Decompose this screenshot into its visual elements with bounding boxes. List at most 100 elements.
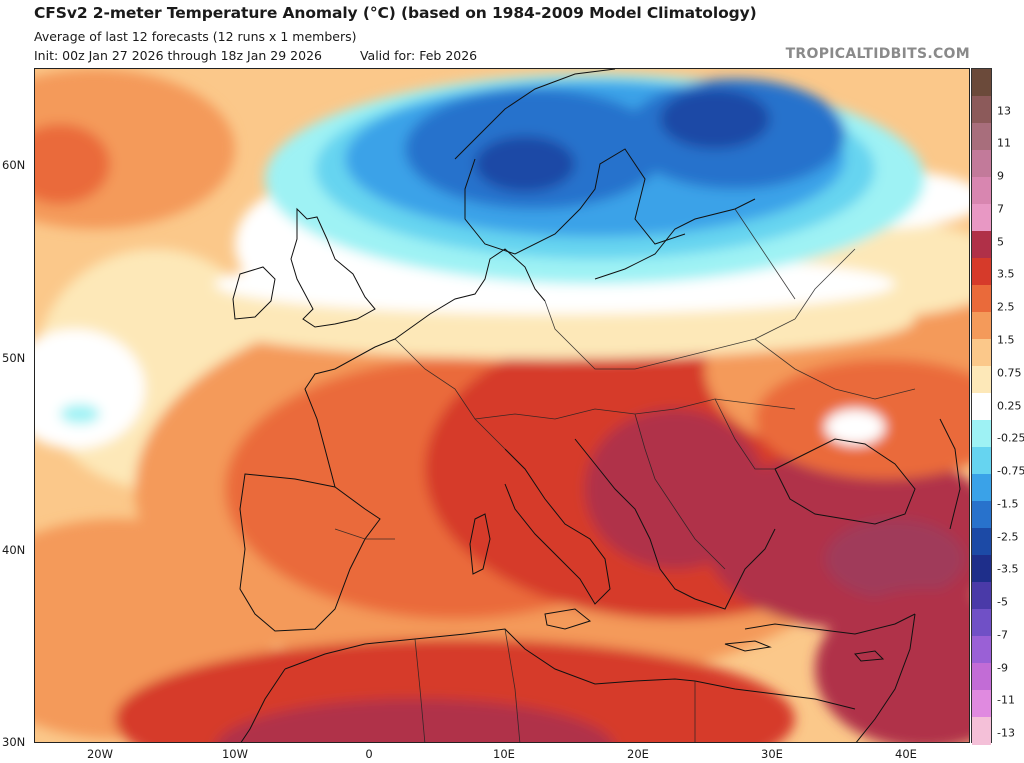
border-ukraine [754,338,916,400]
colorbar-segment [972,636,991,664]
border-central [544,300,796,370]
anomaly-field [35,69,969,742]
coastlines [232,69,961,742]
ireland-coast [232,266,276,320]
levant-very-hot [815,589,969,742]
brand-watermark: TROPICALTIDBITS.COM [785,46,970,62]
colorbar-label: -0.75 [997,464,1024,478]
map-title: CFSv2 2-meter Temperature Anomaly (°C) (… [34,4,757,22]
border-romania [714,398,775,470]
colorbar-label: -2.5 [997,530,1019,544]
black-sea-coast [774,438,916,525]
border-belarus [794,248,856,320]
great-britain-coast [290,207,376,328]
north-sea-coast [394,248,546,340]
colorbar-segment [972,339,991,367]
atlantic-neutral-zone [35,329,145,449]
lon-label-20e: 20E [627,747,649,761]
lon-label-0: 0 [365,747,373,761]
country-borders [334,208,916,742]
colorbar-segment [972,717,991,745]
border-fr-de [394,338,506,450]
lon-label-30e: 30E [761,747,783,761]
atlantic-warm-core [35,124,110,204]
map-subtitle: Average of last 12 forecasts (12 runs x … [34,29,357,44]
colorbar-segment [972,447,991,475]
colorbar-label: 1.5 [997,333,1015,347]
colorbar-label: 0.25 [997,399,1022,412]
colorbar-segment [972,474,991,502]
colorbar-label: 9 [997,169,1004,183]
lat-label-50n: 50N [2,351,26,365]
levant-coast [855,613,916,742]
lon-label-40e: 40E [895,747,917,761]
lat-label-60n: 60N [2,158,26,172]
valid-text: Valid for: Feb 2026 [359,48,478,63]
colorbar-segment [972,177,991,205]
colorbar-label: 11 [997,136,1011,150]
colorbar-label: -11 [997,693,1015,707]
norway-cold-core [475,136,575,192]
init-text: Init: 00z Jan 27 2026 through 18z Jan 29… [34,48,322,63]
border-balkans [634,413,726,570]
colorbar-label: -13 [997,726,1015,740]
colorbar-segment [972,366,991,394]
colorbar-segment [972,663,991,691]
colorbar-segment [972,528,991,556]
lon-label-10e: 10E [493,747,515,761]
iberia-coast [239,473,381,632]
colorbar-segment [972,582,991,610]
colorbar-segment [972,690,991,718]
lon-label-20w: 20W [86,747,114,761]
colorbar-segment [972,393,991,421]
caspian-coast [939,418,961,530]
colorbar-segment [972,204,991,232]
colorbar-segment [972,285,991,313]
colorbar-label: -3.5 [997,562,1019,576]
france-coast [304,338,396,488]
colorbar-segment [972,555,991,583]
colorbar-segment [972,231,991,259]
scandinavia-coast [454,69,686,255]
colorbar-label: -1.5 [997,497,1019,511]
anomaly-map [35,69,969,742]
atlantic-cool-spot [60,404,100,424]
map-area [34,68,970,743]
crete-coast [724,640,772,652]
colorbar-label: 5 [997,235,1004,249]
crimea-neutral [825,409,885,445]
colorbar-label: 2.5 [997,300,1015,314]
colorbar-segment [972,96,991,124]
colorbar-label: 0.75 [997,366,1022,380]
colorbar-segment [972,69,991,97]
colorbar-segment [972,501,991,529]
cyprus-coast [854,650,885,662]
turkey-extreme [825,519,965,599]
colorbar-segment [972,258,991,286]
lat-label-40n: 40N [2,543,26,557]
colorbar-segment [972,609,991,637]
colorbar-label: 3.5 [997,267,1015,281]
north-africa-very-hot [217,699,613,742]
finland-cold-core [660,89,770,149]
init-line: Init: 00z Jan 27 2026 through 18z Jan 29… [34,48,477,63]
border-tunisia-libya [504,628,521,742]
colorbar-label: 13 [997,104,1011,118]
sicily-coast [544,608,592,630]
lon-label-10w: 10W [221,747,249,761]
colorbar-segment [972,150,991,178]
colorbar-segment [972,123,991,151]
egypt-libya-coast [694,680,856,710]
colorbar-label: -0.25 [997,431,1024,445]
sardinia-coast [469,513,491,575]
morocco-coast [240,668,286,742]
turkey-coast [744,613,916,635]
lat-label-30n: 30N [2,735,26,749]
colorbar-label: -7 [997,628,1008,642]
border-algeria [414,638,426,742]
border-baltic [734,208,796,300]
colorbar [971,68,992,745]
colorbar-segment [972,312,991,340]
colorbar-label: -9 [997,661,1008,675]
